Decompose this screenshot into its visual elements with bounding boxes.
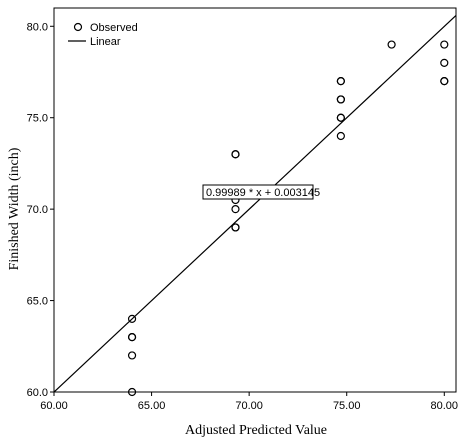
legend-linear-label: Linear (90, 36, 121, 48)
fit-line (53, 14, 457, 393)
fit-equation-frame (202, 184, 314, 200)
data-point (440, 58, 449, 67)
fit-line-group (53, 14, 457, 393)
x-axis-title: Adjusted Predicted Value (185, 423, 327, 438)
x-tick-label: 70.00 (235, 400, 263, 412)
data-point (127, 351, 137, 360)
data-point (231, 150, 240, 159)
fit-equation-box: 0.99989 * x + 0.003145 (202, 184, 320, 200)
legend-observed-marker (73, 22, 83, 32)
legend: Observed Linear (68, 22, 138, 48)
y-axis-title: Finished Width (inch) (7, 147, 22, 270)
data-point (336, 95, 345, 104)
data-point (127, 333, 137, 342)
data-point (127, 314, 137, 323)
data-point (440, 40, 449, 49)
data-point (231, 223, 240, 232)
y-tick-label: 65.0 (27, 296, 48, 308)
x-axis-ticks: 60.00 65.00 70.00 75.00 80.00 (40, 392, 458, 412)
plot-area (53, 7, 457, 393)
data-point (336, 77, 345, 86)
data-point (387, 40, 396, 49)
x-tick-label: 75.00 (333, 400, 361, 412)
data-point (336, 131, 345, 141)
fit-equation-label: 0.99989 * x + 0.003145 (206, 187, 320, 199)
y-tick-label: 60.0 (27, 387, 48, 399)
data-point (231, 205, 240, 214)
x-tick-label: 60.00 (40, 400, 68, 412)
data-point (440, 77, 449, 86)
data-points (127, 40, 449, 397)
plot-frame (53, 7, 457, 393)
data-point (127, 387, 137, 397)
x-tick-label: 80.00 (431, 400, 459, 412)
y-tick-label: 70.0 (27, 204, 48, 216)
y-tick-label: 75.0 (27, 113, 48, 125)
x-tick-label: 65.00 (138, 400, 166, 412)
data-point (336, 113, 345, 122)
legend-observed-label: Observed (90, 22, 138, 34)
y-axis-ticks: 60.0 65.0 70.0 75.0 80.0 (27, 21, 54, 399)
y-tick-label: 80.0 (27, 21, 48, 33)
